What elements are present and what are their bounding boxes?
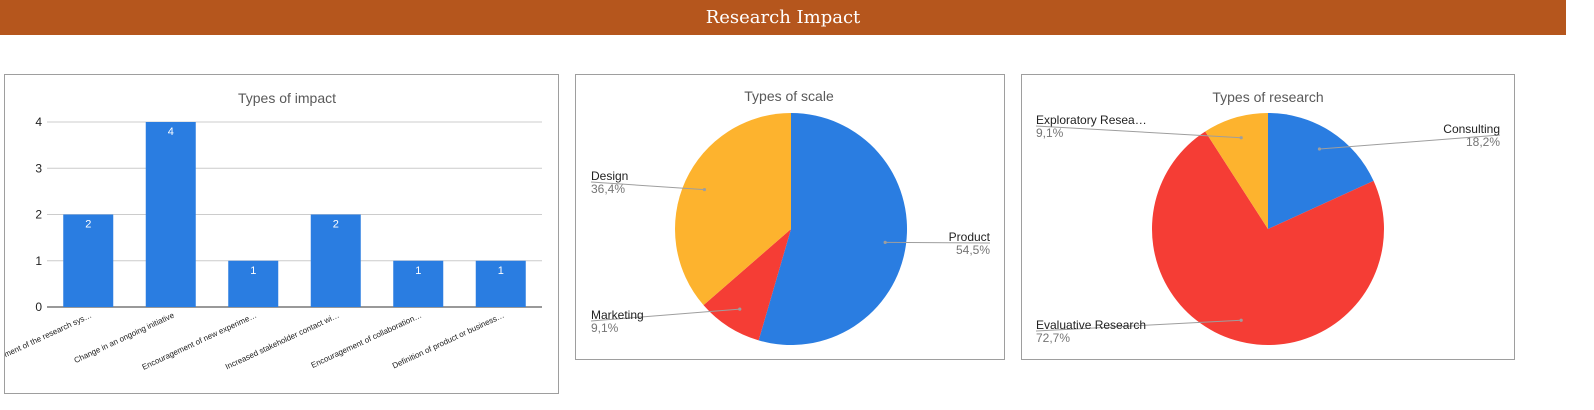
bar-value-label: 1	[250, 265, 256, 277]
bar-value-label: 2	[85, 219, 91, 231]
leader-line	[590, 181, 705, 191]
pie-slice[interactable]	[703, 229, 791, 341]
chart-title: Types of scale	[744, 88, 834, 104]
page-title: Research Impact	[705, 7, 861, 28]
chart-types-of-scale[interactable]: Types of scale Product 54,5% Marketing 9,1%…	[575, 74, 1005, 360]
slice-percent-label: 9,1%	[591, 321, 619, 335]
leader-dot	[702, 187, 707, 192]
page-header: Research Impact	[0, 0, 1566, 35]
y-tick-label: 1	[35, 254, 42, 268]
pie-slice[interactable]	[1205, 113, 1268, 229]
bar-value-label: 1	[415, 265, 421, 277]
slice-percent-label: 54,5%	[956, 243, 990, 257]
slice-name-label: Exploratory Resea…	[1036, 113, 1147, 127]
leader-line	[1035, 319, 1242, 332]
leader-line	[1035, 125, 1242, 139]
y-tick-label: 2	[35, 208, 42, 222]
y-tick-label: 0	[35, 300, 42, 314]
slice-percent-label: 36,4%	[591, 182, 625, 196]
bar[interactable]	[393, 260, 444, 307]
leader-dot	[1317, 147, 1322, 151]
slice-name-label: Consulting	[1443, 122, 1500, 136]
leader-line	[885, 241, 991, 244]
slice-name-label: Marketing	[591, 308, 644, 322]
chart-title: Types of research	[1212, 89, 1323, 105]
bar-value-label: 2	[333, 219, 339, 231]
bar[interactable]	[475, 260, 526, 307]
chart-types-of-research[interactable]: Types of research Consulting 18,2% Evaluat…	[1021, 74, 1515, 360]
slice-name-label: Evaluative Research	[1036, 318, 1146, 332]
y-tick-label: 3	[35, 161, 42, 175]
leader-line	[1319, 134, 1501, 150]
slice-percent-label: 18,2%	[1466, 135, 1500, 149]
slice-percent-label: 72,7%	[1036, 331, 1070, 345]
leader-dot	[883, 240, 887, 245]
pie-slice[interactable]	[758, 113, 908, 346]
slice-name-label: Product	[949, 230, 991, 244]
chart-title: Types of impact	[238, 90, 336, 106]
pie-slice[interactable]	[1268, 113, 1374, 229]
slice-percent-label: 9,1%	[1036, 126, 1064, 140]
slice-name-label: Design	[591, 169, 628, 183]
leader-dot	[1239, 136, 1243, 140]
pie-slice[interactable]	[1151, 131, 1384, 346]
leader-line	[590, 308, 740, 322]
pie-slice[interactable]	[675, 113, 791, 306]
leader-dot	[738, 307, 742, 311]
bar[interactable]	[145, 122, 196, 307]
bar[interactable]	[310, 214, 361, 308]
y-tick-label: 4	[35, 115, 42, 129]
bar[interactable]	[228, 260, 279, 307]
bar-value-label: 4	[168, 126, 174, 138]
bar[interactable]	[63, 214, 114, 308]
bar-value-label: 1	[498, 265, 504, 277]
